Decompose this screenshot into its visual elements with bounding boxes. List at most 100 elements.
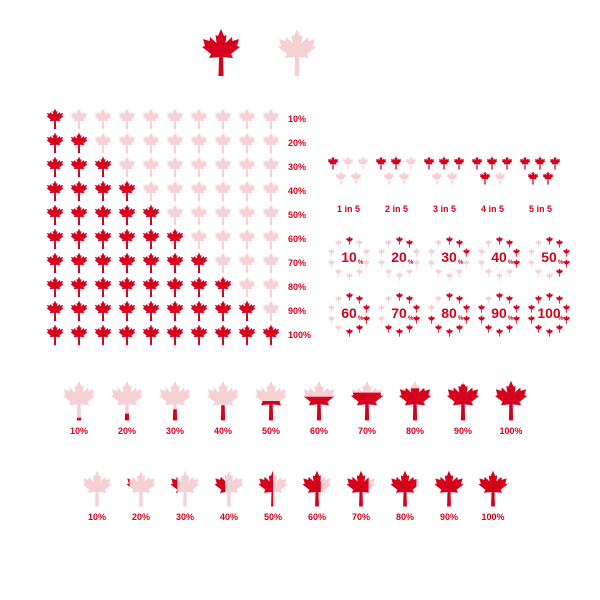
ratio-label: 3 in 5	[422, 204, 467, 214]
grid-leaf	[212, 204, 234, 226]
ring-leaf	[384, 295, 393, 304]
ring-leaf	[334, 324, 343, 333]
ring-percent-icon: %	[408, 316, 413, 322]
ring-percent-icon: %	[458, 260, 463, 266]
ring-leaf	[395, 292, 404, 301]
grid-leaf	[260, 204, 282, 226]
grid-leaf	[164, 132, 186, 154]
ratio-leaf	[518, 156, 532, 170]
grid-leaf	[92, 204, 114, 226]
grid-leaf	[44, 180, 66, 202]
grid-leaf	[116, 204, 138, 226]
grid-leaf	[212, 156, 234, 178]
ring-leaf	[484, 295, 493, 304]
grid-row-label: 90%	[288, 306, 306, 316]
ring-value: 30	[424, 249, 474, 265]
grid-leaf	[164, 228, 186, 250]
grid-leaf	[44, 252, 66, 274]
grid-leaf	[140, 180, 162, 202]
vfill-label: 70%	[346, 426, 388, 436]
ring-leaf	[555, 239, 564, 248]
grid-leaf	[236, 108, 258, 130]
ring-leaf	[495, 328, 504, 337]
ring-leaf	[405, 324, 414, 333]
grid-leaf	[44, 204, 66, 226]
ratio-leaf	[533, 156, 547, 170]
grid-leaf	[260, 300, 282, 322]
vfill-leaf	[442, 380, 484, 427]
grid-leaf	[92, 300, 114, 322]
grid-leaf	[92, 228, 114, 250]
ring-leaf	[384, 324, 393, 333]
vfill-label: 40%	[202, 426, 244, 436]
grid-leaf	[188, 300, 210, 322]
ring-pictogram: 60%	[324, 286, 374, 342]
grid-leaf	[116, 276, 138, 298]
grid-leaf	[92, 108, 114, 130]
ring-leaf	[495, 236, 504, 245]
ratio-leaf	[485, 156, 499, 170]
hfill-label: 80%	[386, 512, 424, 522]
ring-percent-icon: %	[408, 260, 413, 266]
ratio-leaf	[334, 171, 348, 185]
vfill-leaf	[346, 380, 388, 427]
ratio-leaf	[478, 171, 492, 185]
ratio-leaf	[493, 171, 507, 185]
ring-pictogram: 10%	[324, 230, 374, 286]
grid-leaf	[164, 276, 186, 298]
hfill-label: 100%	[474, 512, 512, 522]
ring-leaf	[455, 324, 464, 333]
grid-leaf	[92, 132, 114, 154]
ring-leaf	[534, 268, 543, 277]
ratio-leaf	[541, 171, 555, 185]
vfill-label: 50%	[250, 426, 292, 436]
grid-leaf	[92, 180, 114, 202]
grid-leaf	[188, 156, 210, 178]
hfill-leaf	[210, 470, 248, 513]
ring-leaf	[345, 236, 354, 245]
grid-leaf	[116, 132, 138, 154]
grid-leaf	[116, 228, 138, 250]
ring-leaf	[445, 272, 454, 281]
grid-row-label: 40%	[288, 186, 306, 196]
ring-leaf	[555, 295, 564, 304]
ring-leaf	[355, 239, 364, 248]
ring-leaf	[405, 239, 414, 248]
ratio-leaf	[548, 156, 562, 170]
ratio-label: 4 in 5	[470, 204, 515, 214]
ring-value: 60	[324, 305, 374, 321]
header-leaf-active	[196, 28, 246, 78]
grid-leaf	[68, 300, 90, 322]
grid-leaf	[188, 180, 210, 202]
vfill-label: 10%	[58, 426, 100, 436]
grid-leaf	[188, 324, 210, 346]
grid-leaf	[140, 108, 162, 130]
ring-value: 10	[324, 249, 374, 265]
grid-leaf	[260, 252, 282, 274]
grid-row-label: 100%	[288, 330, 311, 340]
grid-leaf	[260, 132, 282, 154]
grid-leaf	[68, 180, 90, 202]
ratio-leaf	[397, 171, 411, 185]
grid-leaf	[44, 108, 66, 130]
grid-leaf	[260, 180, 282, 202]
ratio-leaf	[404, 156, 418, 170]
ring-leaf	[405, 295, 414, 304]
ring-value: 50	[524, 249, 574, 265]
ring-leaf	[505, 239, 514, 248]
ring-pictogram: 20%	[374, 230, 424, 286]
hfill-leaf	[474, 470, 512, 513]
grid-leaf	[68, 324, 90, 346]
ratio-label: 1 in 5	[326, 204, 371, 214]
grid-leaf	[236, 132, 258, 154]
ring-leaf	[345, 328, 354, 337]
ring-leaf	[445, 328, 454, 337]
grid-leaf	[236, 300, 258, 322]
vfill-leaf	[394, 380, 436, 427]
vfill-leaf	[106, 380, 148, 427]
ratio-leaf	[422, 156, 436, 170]
grid-leaf	[44, 228, 66, 250]
ring-percent-icon: %	[508, 316, 513, 322]
grid-leaf	[188, 252, 210, 274]
ring-leaf	[545, 292, 554, 301]
